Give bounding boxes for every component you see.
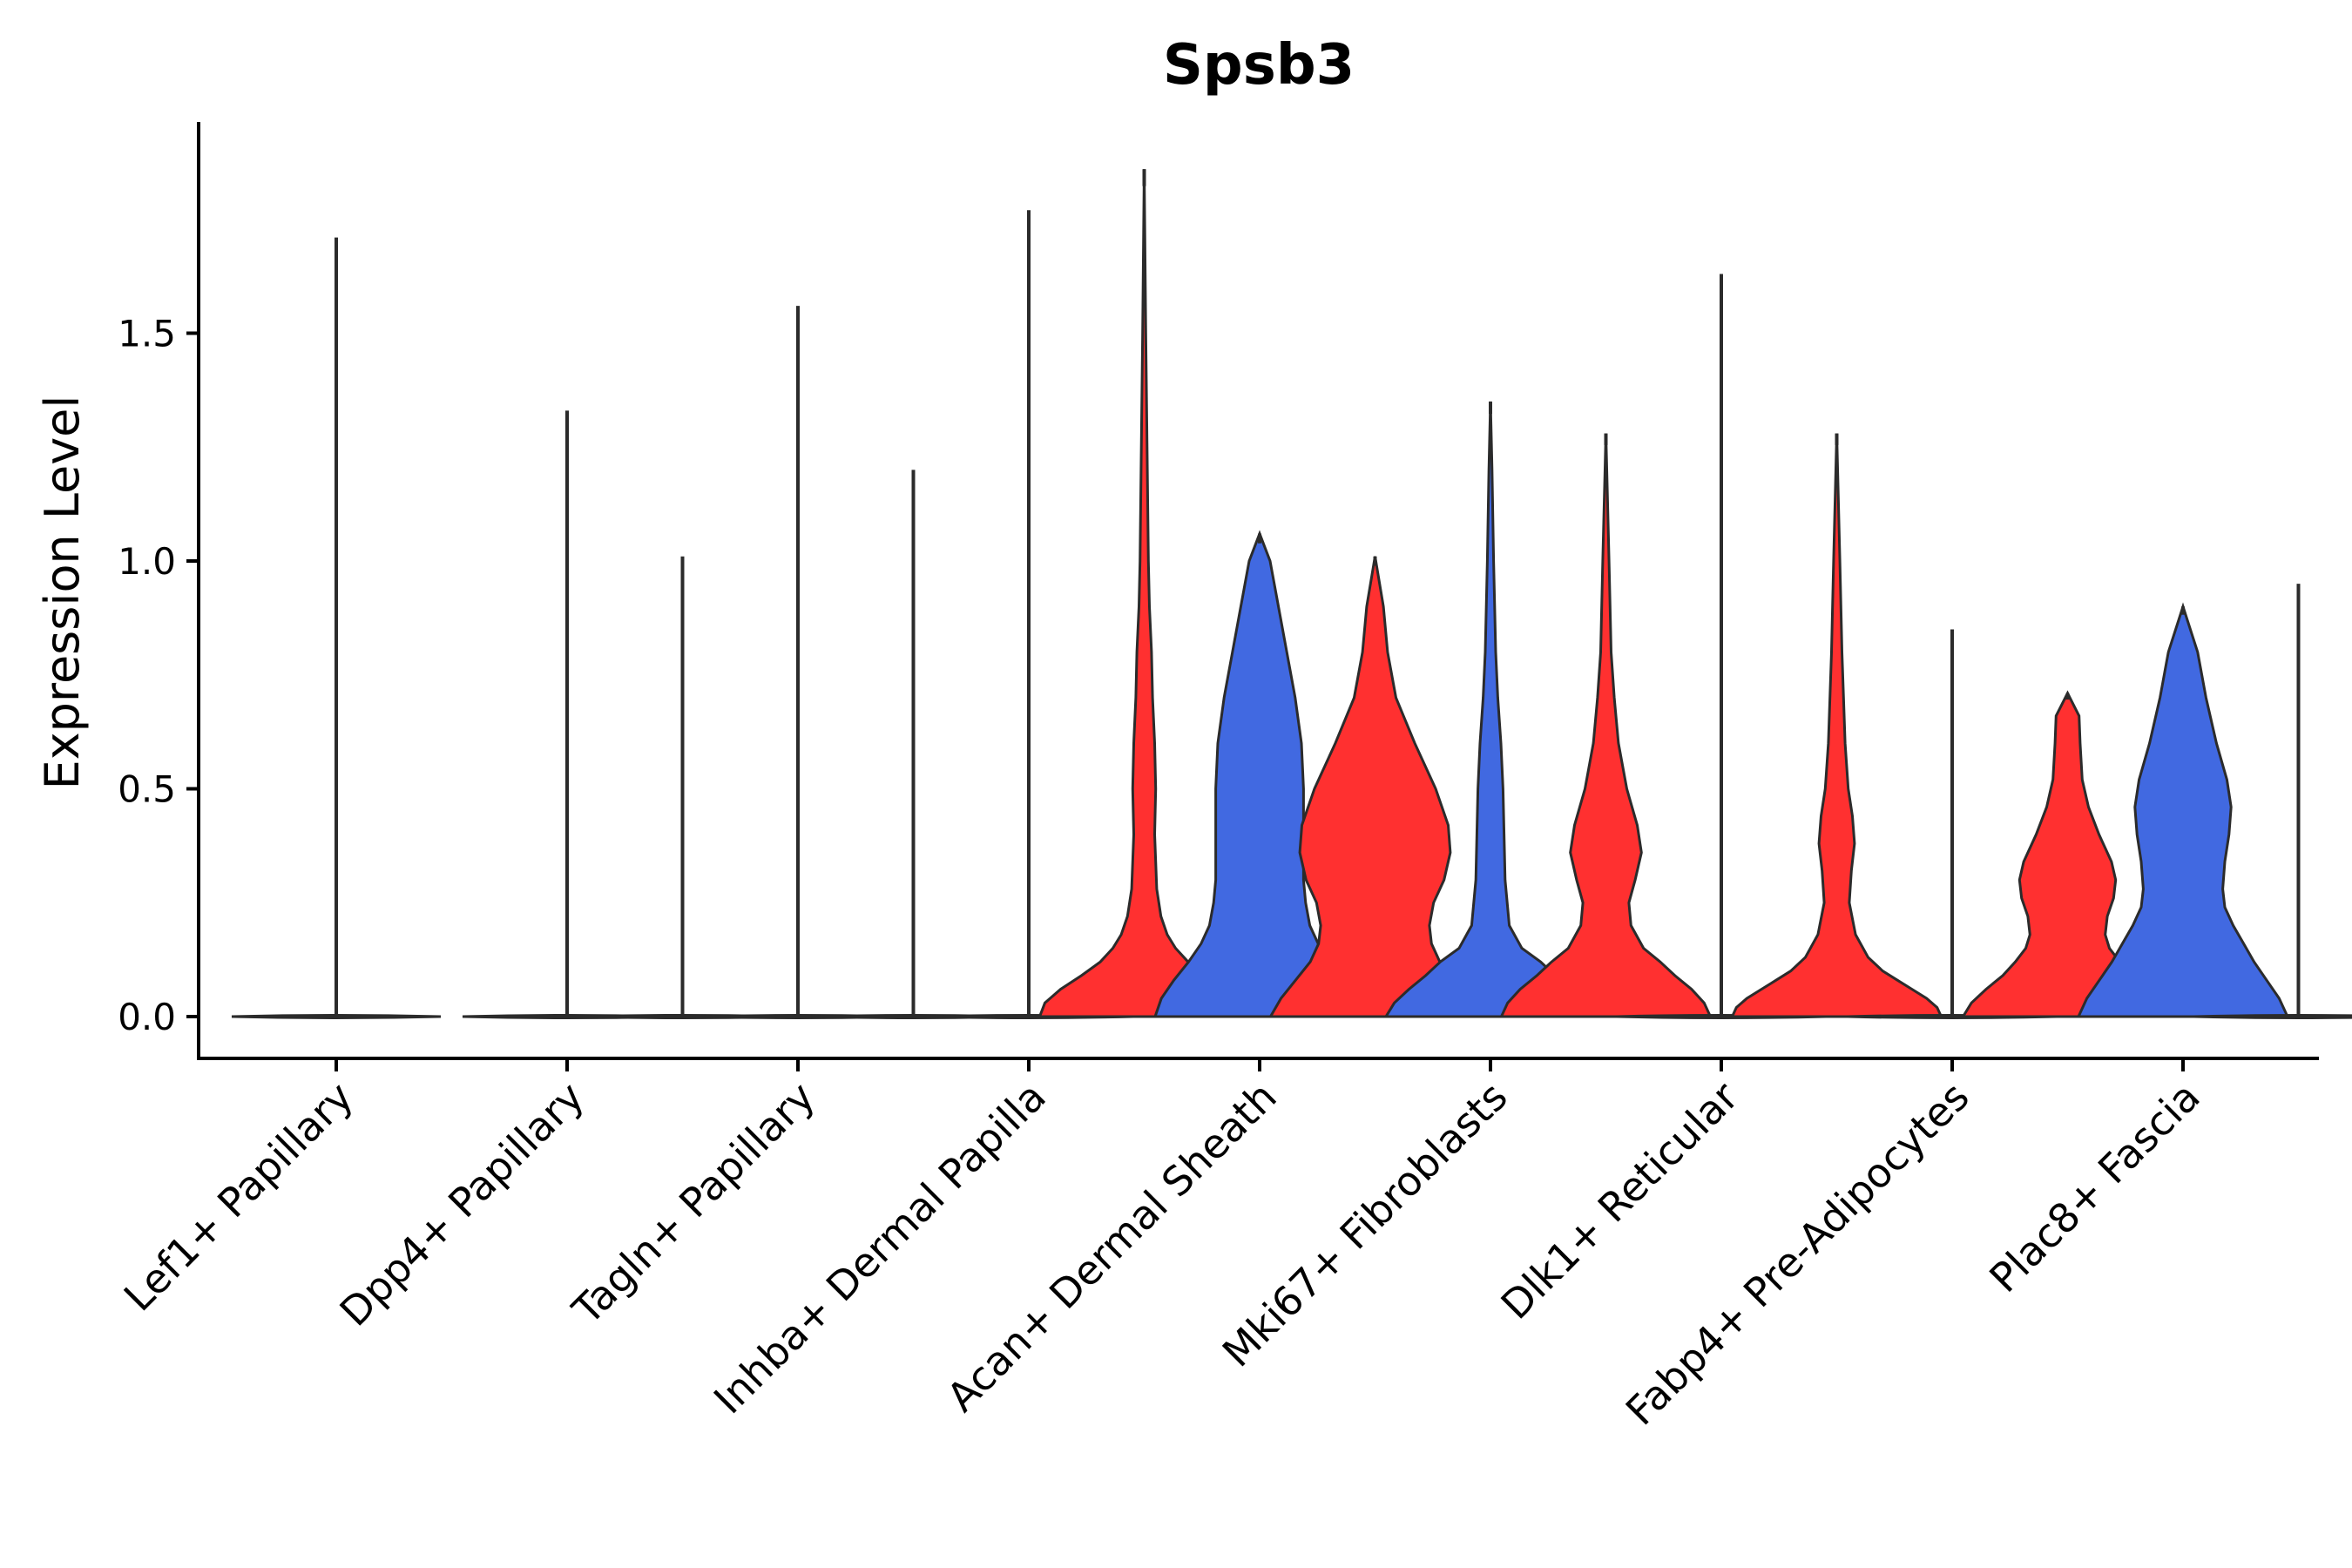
violin-v10 — [1383, 401, 1598, 1018]
chart-title: Spsb3 — [1163, 33, 1355, 98]
violin-flat-v17 — [2193, 1014, 2352, 1019]
x-tick-label: Plac8+ Fascia — [1980, 1073, 2208, 1301]
x-tick-label: Tagln+ Papillary — [563, 1073, 824, 1335]
y-tick-label: 1.5 — [118, 313, 176, 355]
y-ticks: 0.0 0.5 1.0 1.5 — [118, 313, 199, 1038]
x-tick-label: Dpp4+ Papillary — [331, 1073, 593, 1335]
x-tick-label: Lef1+ Papillary — [115, 1073, 362, 1321]
violin-v16 — [2076, 602, 2290, 1018]
y-tick-label: 0.0 — [118, 996, 176, 1038]
y-tick-label: 1.0 — [118, 540, 176, 583]
violin-v11 — [1499, 433, 1713, 1018]
violin-v13 — [1730, 433, 1943, 1018]
y-tick-label: 0.5 — [118, 768, 176, 811]
violin-v9 — [1267, 556, 1483, 1018]
x-tick-label: Dlk1+ Reticular — [1492, 1073, 1747, 1328]
violin-v8 — [1152, 530, 1367, 1018]
violin-layer — [231, 169, 2352, 1019]
violin-v7 — [1037, 169, 1251, 1018]
y-axis-label: Expression Level — [35, 395, 90, 790]
